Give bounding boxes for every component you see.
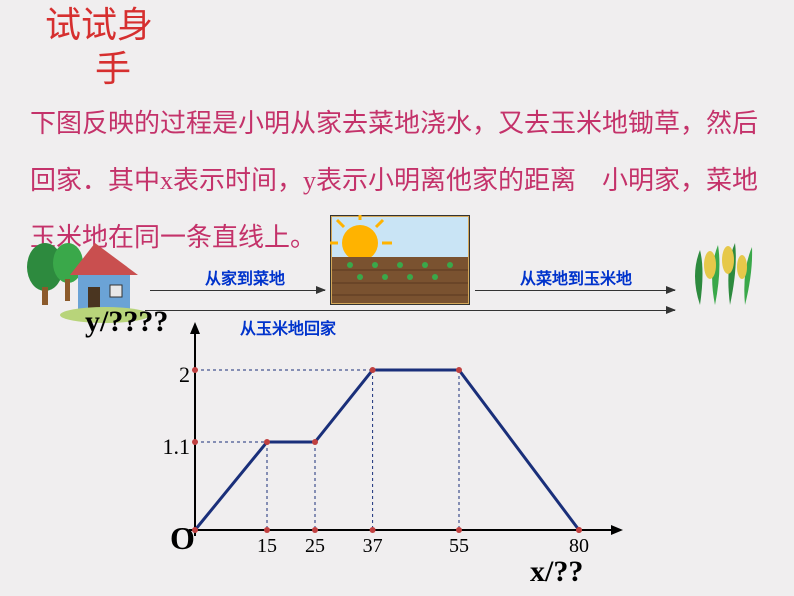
x-tick-2: 37	[363, 535, 383, 558]
corn-icon	[680, 235, 770, 320]
field-icon	[330, 215, 470, 310]
x-tick-4: 80	[569, 535, 589, 558]
arrow-1	[150, 290, 325, 291]
y-tick-1: 2	[150, 362, 190, 388]
x-tick-1: 25	[305, 535, 325, 558]
line-chart	[195, 330, 645, 565]
x-tick-0: 15	[257, 535, 277, 558]
journey-label-2: 从菜地到玉米地	[520, 265, 632, 289]
x-tick-3: 55	[449, 535, 469, 558]
x-axis-label: x/??	[530, 555, 583, 589]
origin-label: O	[170, 520, 195, 557]
arrow-3	[145, 310, 675, 311]
y-tick-0: 1.1	[150, 434, 190, 460]
y-axis-label: y/????	[85, 305, 168, 339]
journey-label-1: 从家到菜地	[205, 265, 285, 289]
page-title-line2: 手	[95, 48, 131, 91]
arrow-2	[475, 290, 675, 291]
page-title-line1: 试试身	[45, 4, 153, 47]
